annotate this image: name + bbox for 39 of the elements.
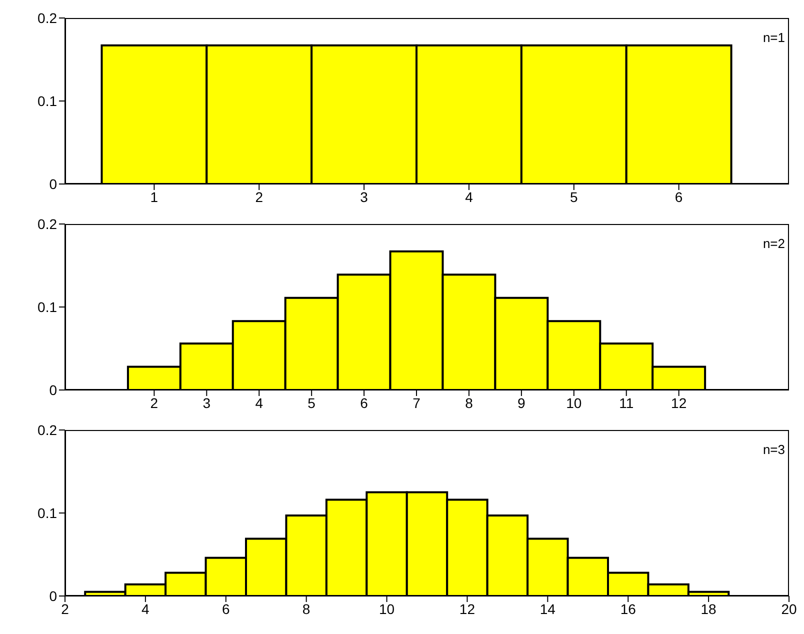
y-tick-label: 0.2 xyxy=(38,216,58,232)
y-tick-label: 0.1 xyxy=(38,92,58,109)
x-tick-label: 9 xyxy=(518,394,526,411)
y-tick-label: 0 xyxy=(49,176,58,192)
x-tick-label: 5 xyxy=(570,188,578,205)
y-tick-label: 0 xyxy=(49,382,58,398)
x-tick-label: 2 xyxy=(150,394,158,411)
annotation: n=3 xyxy=(762,442,785,457)
x-tick-label: 11 xyxy=(619,394,634,411)
x-tick-label: 2 xyxy=(255,188,264,205)
x-tick-label: 18 xyxy=(700,600,717,617)
x-tick-label: 4 xyxy=(465,188,474,205)
x-tick-label: 1 xyxy=(150,188,158,205)
y-tick-label: 0.2 xyxy=(38,10,58,26)
x-tick-label: 12 xyxy=(459,600,476,617)
x-tick-label: 20 xyxy=(781,600,797,617)
x-tick-label: 10 xyxy=(566,394,582,411)
x-tick-label: 10 xyxy=(378,600,395,617)
x-tick-label: 6 xyxy=(222,600,230,617)
y-tick-label: 0.2 xyxy=(38,422,58,438)
annotation: n=2 xyxy=(762,236,785,251)
x-tick-label: 14 xyxy=(540,600,556,617)
x-tick-label: 6 xyxy=(674,188,683,205)
x-tick-label: 16 xyxy=(620,600,636,617)
x-tick-label: 8 xyxy=(465,394,474,411)
x-tick-label: 2 xyxy=(61,600,70,617)
annotation: n=1 xyxy=(762,30,785,45)
x-tick-label: 3 xyxy=(202,394,211,411)
x-tick-label: 7 xyxy=(412,394,421,411)
x-tick-label: 6 xyxy=(360,394,368,411)
y-tick-label: 0.1 xyxy=(38,504,58,521)
x-tick-label: 12 xyxy=(671,394,687,411)
x-tick-label: 8 xyxy=(302,600,310,617)
x-tick-label: 4 xyxy=(142,600,150,617)
y-tick-label: 0.1 xyxy=(38,298,58,315)
x-tick-label: 3 xyxy=(360,188,368,205)
y-tick-label: 0 xyxy=(49,588,58,604)
x-tick-label: 4 xyxy=(255,394,264,411)
x-tick-label: 5 xyxy=(308,394,316,411)
